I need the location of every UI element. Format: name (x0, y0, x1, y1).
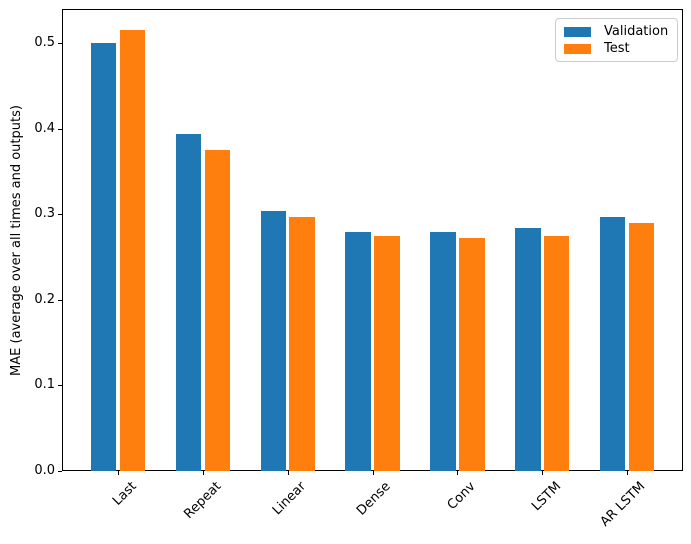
y-tick-mark (58, 385, 62, 386)
plot-area (62, 9, 683, 471)
x-tick-label-ar-lstm: AR LSTM (597, 479, 649, 530)
bar-test-linear (289, 216, 315, 471)
legend-item-validation: Validation (564, 23, 668, 40)
y-tick-label: 0.1 (34, 377, 55, 393)
y-tick-label: 0.5 (34, 35, 55, 51)
y-axis-label: MAE (average over all times and outputs) (8, 104, 24, 376)
bar-validation-conv (430, 232, 456, 471)
bar-validation-dense (345, 232, 371, 471)
legend-label-validation: Validation (604, 24, 669, 39)
y-tick-label: 0.3 (34, 206, 55, 222)
x-tick-label-linear: Linear (270, 479, 310, 519)
y-tick-label: 0.0 (34, 463, 55, 478)
test-swatch-icon (564, 43, 591, 54)
y-axis-label-wrap: MAE (average over all times and outputs) (3, 0, 29, 480)
bar-test-last (119, 30, 146, 471)
x-tick-label-repeat: Repeat (181, 479, 225, 522)
x-tick-mark (203, 471, 204, 475)
x-tick-mark (288, 471, 289, 475)
bar-test-conv (459, 238, 485, 471)
y-tick-mark (58, 129, 62, 130)
bar-test-lstm (543, 235, 570, 471)
x-tick-mark (627, 471, 628, 475)
x-tick-label-last: Last (109, 479, 140, 509)
y-tick-mark (58, 214, 62, 215)
validation-swatch-icon (564, 26, 591, 37)
bar-test-ar-lstm (628, 222, 655, 471)
x-tick-label-lstm: LSTM (528, 479, 564, 515)
x-tick-mark (118, 471, 119, 475)
bar-test-dense (374, 235, 400, 471)
y-tick-mark (58, 471, 62, 472)
x-tick-mark (542, 471, 543, 475)
x-tick-mark (457, 471, 458, 475)
bar-validation-repeat (175, 133, 202, 471)
y-tick-mark (58, 43, 62, 44)
y-tick-label: 0.2 (34, 291, 55, 307)
legend-label-test: Test (604, 41, 630, 56)
bar-validation-linear (260, 210, 286, 471)
y-tick-label: 0.4 (34, 120, 55, 136)
bar-test-repeat (204, 150, 230, 471)
y-tick-mark (58, 300, 62, 301)
x-tick-label-conv: Conv (445, 479, 479, 513)
bar-validation-lstm (515, 228, 541, 471)
bar-validation-last (90, 43, 117, 471)
x-tick-mark (373, 471, 374, 475)
bar-validation-ar-lstm (599, 216, 626, 471)
x-tick-label-dense: Dense (354, 479, 395, 519)
legend: Validation Test (555, 18, 679, 62)
legend-item-test: Test (564, 40, 668, 57)
